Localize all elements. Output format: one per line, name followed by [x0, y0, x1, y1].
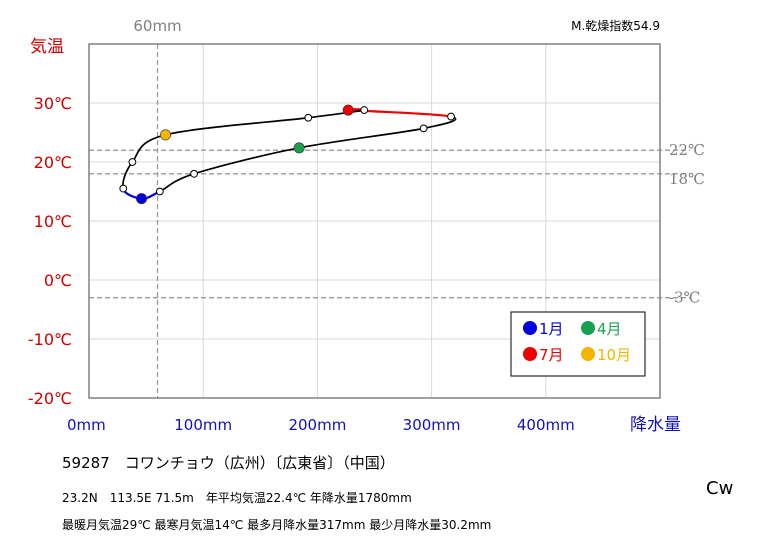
curve-segment-month-9 — [165, 116, 309, 136]
reference-label-h: -3℃ — [669, 289, 700, 307]
point-month-9 — [304, 113, 313, 122]
x-axis-title: 降水量 — [630, 415, 681, 435]
reference-lines: 60mm 22℃ 18℃ -3℃ — [89, 17, 705, 398]
legend-label: 7月 — [539, 346, 564, 364]
corner-label: M.乾燥指数54.9 — [571, 18, 660, 33]
legend-swatch — [523, 321, 537, 335]
point-month-10 — [160, 129, 172, 141]
point-month-3 — [190, 169, 198, 178]
x-tick-label: 0mm — [67, 416, 106, 434]
climograph-chart: 60mm 22℃ 18℃ -3℃ M.乾燥指数54.9 気温 降水量 30℃ 20℃ 10… — [28, 17, 705, 435]
y-tick-labels: 30℃ 20℃ 10℃ 0℃ -10℃ -20℃ — [28, 94, 72, 408]
y-axis-title: 気温 — [30, 37, 64, 57]
legend-label: 10月 — [597, 346, 631, 364]
point-month-12 — [119, 184, 128, 193]
curve-segment-month-4 — [298, 127, 424, 149]
reference-label-h: 18℃ — [669, 170, 705, 188]
point-month-8 — [360, 106, 369, 114]
legend-label: 4月 — [597, 320, 622, 338]
curve-segment-month-8 — [308, 109, 365, 119]
curve-segment-month-2 — [159, 172, 195, 193]
x-tick-label: 200mm — [288, 416, 346, 434]
reference-label-h: 22℃ — [669, 141, 705, 159]
point-month-11 — [128, 158, 137, 166]
point-month-6 — [447, 112, 455, 121]
grid-lines — [89, 44, 660, 398]
y-tick-label: 0℃ — [44, 271, 72, 290]
y-tick-label: 20℃ — [34, 153, 72, 172]
point-month-4 — [293, 142, 305, 154]
y-tick-label: -10℃ — [28, 330, 72, 349]
legend-label: 1月 — [539, 320, 564, 338]
curve-segment-month-6 — [348, 108, 452, 118]
station-stats-line-2: 最暖月気温29℃ 最寒月気温14℃ 最多月降水量317mm 最少月降水量30.2… — [62, 518, 492, 532]
y-tick-label: 10℃ — [34, 212, 72, 231]
station-name: 59287 コワンチョウ（広州）〔広東省〕（中国） — [62, 454, 395, 472]
curve-segment-month-10 — [131, 134, 166, 163]
legend-swatch — [523, 347, 537, 361]
point-month-7 — [342, 104, 354, 116]
curve-segment-month-11 — [122, 161, 134, 189]
curve-segment-month-3 — [193, 147, 300, 175]
point-month-1 — [136, 193, 148, 205]
point-month-2 — [155, 187, 164, 196]
reference-label-60mm: 60mm — [133, 17, 181, 35]
x-tick-label: 100mm — [174, 416, 232, 434]
legend-swatch — [581, 347, 595, 361]
y-tick-label: 30℃ — [34, 94, 72, 113]
climate-class: Cw — [706, 478, 734, 499]
legend: 1月 4月 7月 10月 — [510, 311, 646, 377]
month-points — [119, 104, 455, 205]
climate-curve — [122, 108, 457, 200]
legend-swatch — [581, 321, 595, 335]
point-month-5 — [419, 124, 428, 133]
y-tick-label: -20℃ — [28, 389, 72, 408]
x-tick-labels: 0mm 100mm 200mm 300mm 400mm — [67, 416, 575, 434]
plot-frame — [88, 43, 661, 399]
x-tick-label: 400mm — [517, 416, 575, 434]
station-stats-line-1: 23.2N 113.5E 71.5m 年平均気温22.4℃ 年降水量1780mm — [62, 491, 412, 505]
x-tick-label: 300mm — [403, 416, 461, 434]
